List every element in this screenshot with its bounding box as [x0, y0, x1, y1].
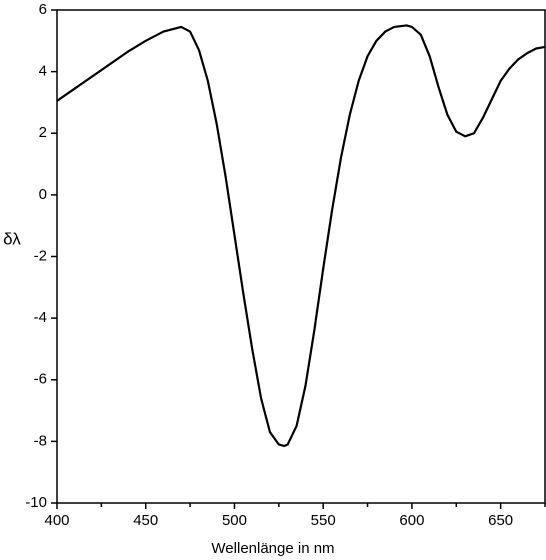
y-tick-label: -6	[34, 371, 47, 388]
x-tick-label: 500	[222, 512, 247, 529]
y-tick-label: 4	[39, 63, 47, 80]
x-tick-label: 400	[44, 512, 69, 529]
y-tick-label: -10	[25, 494, 47, 511]
x-tick-label: 600	[399, 512, 424, 529]
y-tick-label: 6	[39, 1, 47, 18]
data-line	[56, 24, 546, 448]
y-axis-label: δλ	[3, 229, 21, 248]
x-axis-label: Wellenlänge in nm	[211, 540, 334, 557]
y-tick-label: 2	[39, 124, 47, 141]
y-tick-label: 0	[39, 186, 47, 203]
y-tick-label: -2	[34, 247, 47, 264]
x-tick-label: 450	[133, 512, 158, 529]
x-tick-label: 650	[488, 512, 513, 529]
y-tick-label: -8	[34, 432, 47, 449]
x-tick-label: 550	[311, 512, 336, 529]
y-tick-label: -4	[34, 309, 47, 326]
plot-frame	[56, 9, 546, 504]
